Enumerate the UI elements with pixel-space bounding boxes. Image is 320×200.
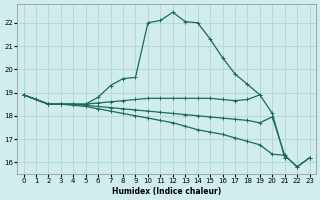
- X-axis label: Humidex (Indice chaleur): Humidex (Indice chaleur): [112, 187, 221, 196]
